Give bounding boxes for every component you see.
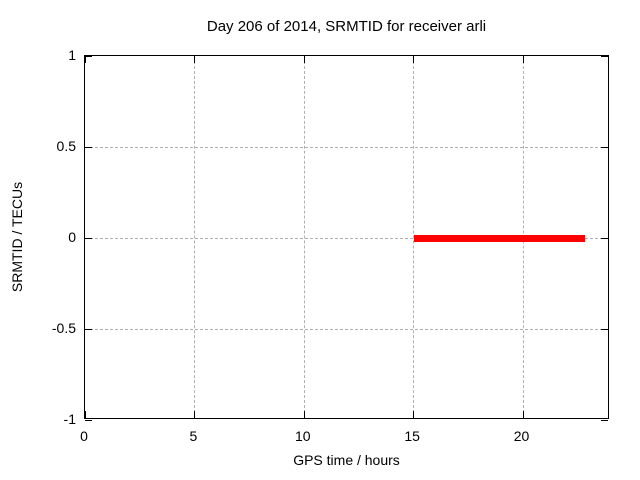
y-tick-label: -1 (63, 411, 76, 427)
x-tick-mark-top (85, 56, 86, 63)
x-tick-label: 0 (80, 428, 88, 444)
y-tick-mark (85, 329, 92, 330)
x-gridline (413, 56, 415, 418)
x-tick-label: 20 (513, 428, 530, 444)
y-tick-mark-right (601, 420, 608, 421)
x-tick-label: 15 (404, 428, 420, 444)
y-tick-mark-right (601, 56, 608, 57)
y-tick-label: 1 (68, 47, 76, 63)
y-tick-mark (85, 56, 92, 57)
x-tick-mark (522, 411, 524, 418)
x-tick-mark (85, 411, 86, 418)
x-tick-mark-top (303, 56, 305, 63)
x-tick-mark-top (522, 56, 524, 63)
y-tick-label: 0.5 (56, 138, 76, 154)
x-tick-mark (194, 411, 196, 418)
y-tick-label: -0.5 (51, 320, 76, 336)
y-gridline (85, 238, 608, 239)
y-tick-label: 0 (68, 229, 76, 245)
y-tick-mark-right (601, 329, 608, 330)
y-tick-mark (85, 420, 92, 421)
y-tick-mark (85, 147, 92, 148)
chart-title: Day 206 of 2014, SRMTID for receiver arl… (206, 18, 487, 35)
plot-area (84, 55, 609, 421)
x-tick-mark-top (413, 56, 415, 63)
x-tick-mark-top (194, 56, 196, 63)
y-tick-mark-right (601, 238, 608, 239)
y-gridline (85, 147, 608, 148)
x-gridline (194, 56, 196, 418)
series-line-segment (414, 234, 586, 242)
x-tick-label: 5 (189, 428, 198, 444)
x-tick-label: 10 (294, 428, 311, 444)
x-tick-mark (413, 411, 415, 418)
x-axis-label: GPS time / hours (293, 452, 400, 468)
y-gridline (85, 329, 608, 330)
y-tick-mark-right (601, 147, 608, 148)
y-tick-mark (85, 238, 92, 239)
x-gridline (303, 56, 305, 418)
x-tick-mark (303, 411, 305, 418)
